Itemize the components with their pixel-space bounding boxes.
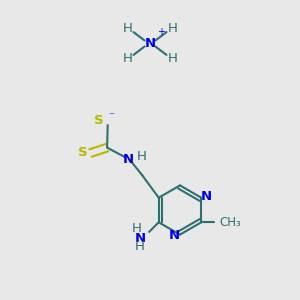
Text: H: H — [135, 240, 145, 254]
Text: H: H — [132, 222, 142, 236]
Text: N: N — [122, 153, 134, 166]
Text: +: + — [158, 27, 165, 37]
Text: CH₃: CH₃ — [219, 216, 241, 229]
Text: H: H — [168, 22, 177, 35]
Text: ⁻: ⁻ — [108, 112, 114, 122]
Text: N: N — [144, 37, 156, 50]
Text: H: H — [168, 52, 177, 65]
Text: N: N — [134, 232, 146, 245]
Text: N: N — [201, 190, 212, 203]
Text: N: N — [169, 229, 180, 242]
Text: H: H — [123, 22, 132, 35]
Text: H: H — [137, 150, 146, 163]
Text: S: S — [78, 146, 88, 160]
Text: H: H — [123, 52, 132, 65]
Text: S: S — [94, 114, 104, 128]
